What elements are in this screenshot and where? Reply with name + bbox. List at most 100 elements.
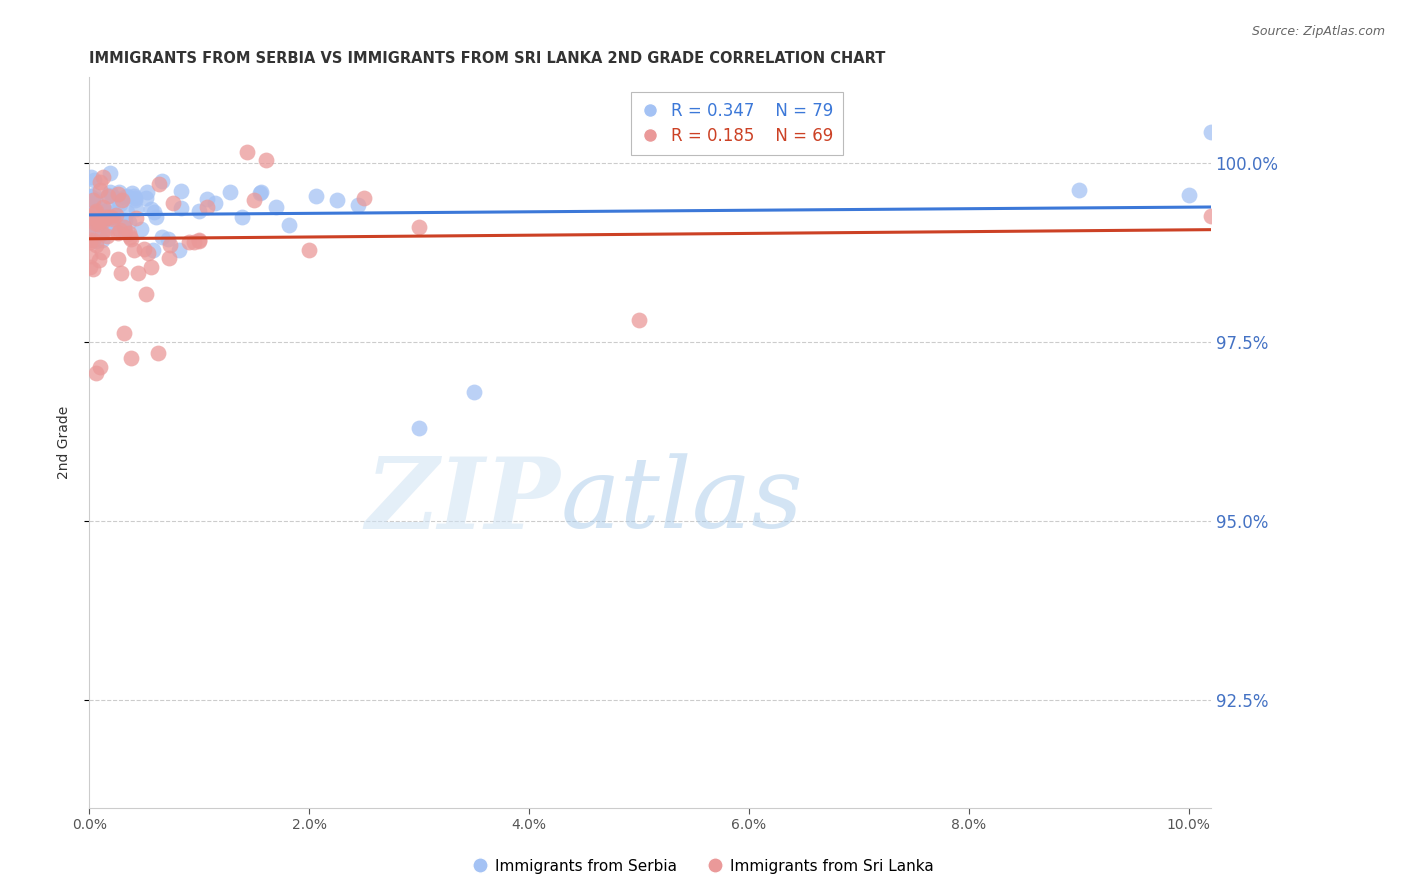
Point [79,218,101,232]
Point [87,229,110,244]
Point [326,193,349,207]
Point [136,245,159,260]
Y-axis label: 2nd Grade: 2nd Grade [58,406,72,479]
Point [112,326,135,341]
Point [79,260,101,274]
Point [298,243,321,257]
Point [118,230,141,244]
Point [84,366,107,380]
Point [122,244,145,258]
Point [146,346,169,360]
Point [84,237,107,252]
Point [86,215,108,229]
Point [156,232,179,246]
Point [235,145,257,159]
Point [110,223,132,237]
Point [124,193,146,207]
Point [79,233,101,247]
Point [91,170,114,185]
Point [346,198,368,212]
Point [177,235,200,249]
Point [117,227,139,241]
Point [183,235,205,249]
Point [110,196,132,211]
Point [1199,210,1222,224]
Point [90,226,112,240]
Point [97,202,120,216]
Point [148,178,170,192]
Point [83,206,105,220]
Point [136,186,159,200]
Point [112,213,135,227]
Point [124,191,146,205]
Point [97,188,120,202]
Point [103,205,125,219]
Point [94,221,117,235]
Point [101,189,124,203]
Point [122,188,145,202]
Point [79,224,101,238]
Text: atlas: atlas [560,453,803,549]
Point [145,210,167,224]
Point [87,214,110,228]
Text: IMMIGRANTS FROM SERBIA VS IMMIGRANTS FROM SRI LANKA 2ND GRADE CORRELATION CHART: IMMIGRANTS FROM SERBIA VS IMMIGRANTS FRO… [89,51,886,66]
Point [107,193,129,207]
Point [86,218,108,232]
Point [83,192,105,206]
Point [134,242,156,256]
Point [139,260,162,275]
Point [188,233,211,247]
Point [115,204,138,219]
Text: Source: ZipAtlas.com: Source: ZipAtlas.com [1251,25,1385,38]
Point [243,194,266,208]
Point [408,421,430,435]
Point [142,205,165,219]
Point [82,262,104,277]
Point [150,174,173,188]
Point [114,190,136,204]
Point [89,359,111,374]
Point [110,266,132,280]
Point [94,204,117,219]
Point [103,207,125,221]
Point [408,220,430,235]
Point [96,210,118,224]
Point [91,212,114,227]
Point [127,266,149,280]
Point [89,202,111,216]
Point [120,232,142,246]
Point [120,351,142,365]
Point [204,196,226,211]
Point [83,173,105,187]
Point [150,230,173,244]
Point [195,200,218,214]
Point [105,208,128,222]
Point [89,175,111,189]
Point [97,219,120,233]
Point [104,214,127,228]
Point [107,185,129,199]
Point [96,229,118,244]
Point [91,200,114,214]
Point [627,313,650,327]
Point [100,210,122,224]
Point [1177,187,1199,202]
Point [125,202,148,216]
Point [195,192,218,206]
Point [79,189,101,203]
Point [101,211,124,226]
Point [121,186,143,200]
Point [83,188,105,202]
Point [111,194,134,208]
Point [277,218,299,232]
Point [135,191,157,205]
Point [89,183,111,197]
Point [135,287,157,301]
Point [89,253,111,268]
Legend: Immigrants from Serbia, Immigrants from Sri Lanka: Immigrants from Serbia, Immigrants from … [465,853,941,880]
Point [112,220,135,235]
Point [83,197,105,211]
Point [84,203,107,218]
Point [142,244,165,258]
Point [141,202,163,217]
